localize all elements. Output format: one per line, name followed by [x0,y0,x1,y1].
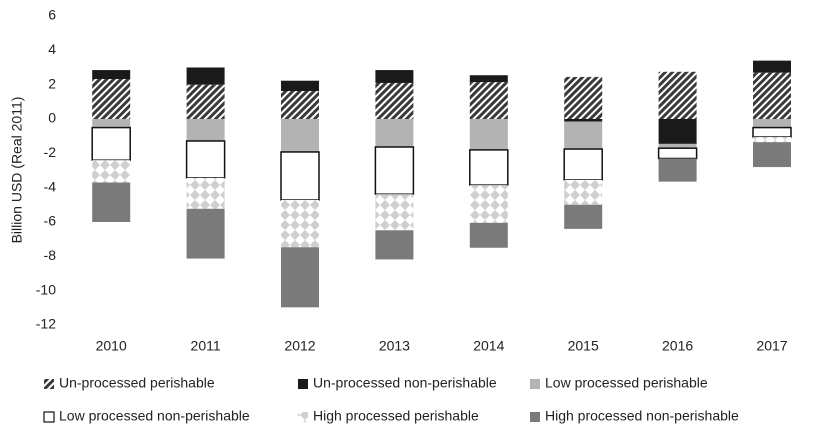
bar-segment [658,119,697,144]
bar-segment [186,208,225,259]
bar-segment [374,146,415,195]
y-tick-label: -12 [36,316,56,332]
bar-segment [658,158,697,182]
y-axis-label: Billion USD (Real 2011) [9,97,25,244]
bar-segment [281,119,319,152]
bar-segment [186,177,225,209]
bar-segment [375,194,414,231]
x-tick-label: 2012 [284,338,315,354]
bar-segment [753,72,791,119]
y-tick-label: -10 [36,281,56,297]
bar-segment [185,140,226,179]
bar-segment [280,151,320,201]
bar-segment [469,185,508,223]
legend-label: Low processed perishable [545,375,708,391]
legend-swatch [298,379,308,389]
y-tick-label: -2 [44,144,57,160]
y-tick-label: 2 [48,75,56,91]
y-tick-label: 4 [48,41,56,57]
legend-label: Low processed non-perishable [59,408,250,424]
legend-label: Un-processed perishable [59,375,215,391]
bar-segment [564,119,603,122]
bar-segment [753,60,791,73]
legend-swatch [44,379,54,389]
bar-segment [375,70,414,83]
bar-segment [281,247,319,308]
legend-label: High processed perishable [313,408,479,424]
x-tick-label: 2013 [379,338,410,354]
x-tick-label: 2010 [96,338,127,354]
bar-segment [753,142,791,168]
legend-swatch [43,411,55,423]
bar-segment [564,121,603,150]
bar-segment [186,119,225,141]
bar-segment [186,84,225,119]
legend-label: Un-processed non-perishable [313,375,497,391]
x-tick-label: 2016 [662,338,693,354]
legend-swatch [530,379,540,389]
bar-segment [375,119,414,147]
x-tick-label: 2017 [756,338,787,354]
bar-segment [281,200,319,248]
bar-segment [564,179,603,205]
bar-segment [91,126,131,161]
bar-segment [92,182,131,222]
x-tick-label: 2014 [473,338,504,354]
bar-segment [658,71,697,119]
bar-segment [281,80,319,92]
bar-segment [186,67,225,85]
bar-segment [469,119,508,150]
bar-segment [752,126,792,138]
legend-swatch [530,412,540,422]
bar-segment [92,119,131,128]
bar-segment [375,82,414,119]
x-tick-label: 2011 [191,338,221,354]
x-tick-label: 2015 [568,338,599,354]
bar-segment [469,222,508,248]
bar-segment [92,70,131,80]
bar-segment [657,147,698,160]
bar-segment [469,149,509,186]
bar-segment [564,204,603,229]
bar-segment [658,143,697,149]
bar-segment [563,148,603,181]
legend-swatch [298,412,308,422]
bar-segment [469,82,508,119]
bar-segment [753,137,791,143]
y-tick-label: 6 [48,7,56,23]
bar-segment [92,79,131,119]
bar-segment [375,230,414,260]
bar-segment [92,160,131,183]
legend-label: High processed non-perishable [545,408,739,424]
y-tick-label: -4 [44,178,57,194]
y-tick-label: 0 [48,110,56,126]
bar-segment [753,119,791,128]
y-tick-label: -8 [44,247,57,263]
bar-segment [469,75,508,83]
bar-segment [281,91,319,119]
y-tick-label: -6 [44,213,57,229]
bar-segment [564,76,603,119]
